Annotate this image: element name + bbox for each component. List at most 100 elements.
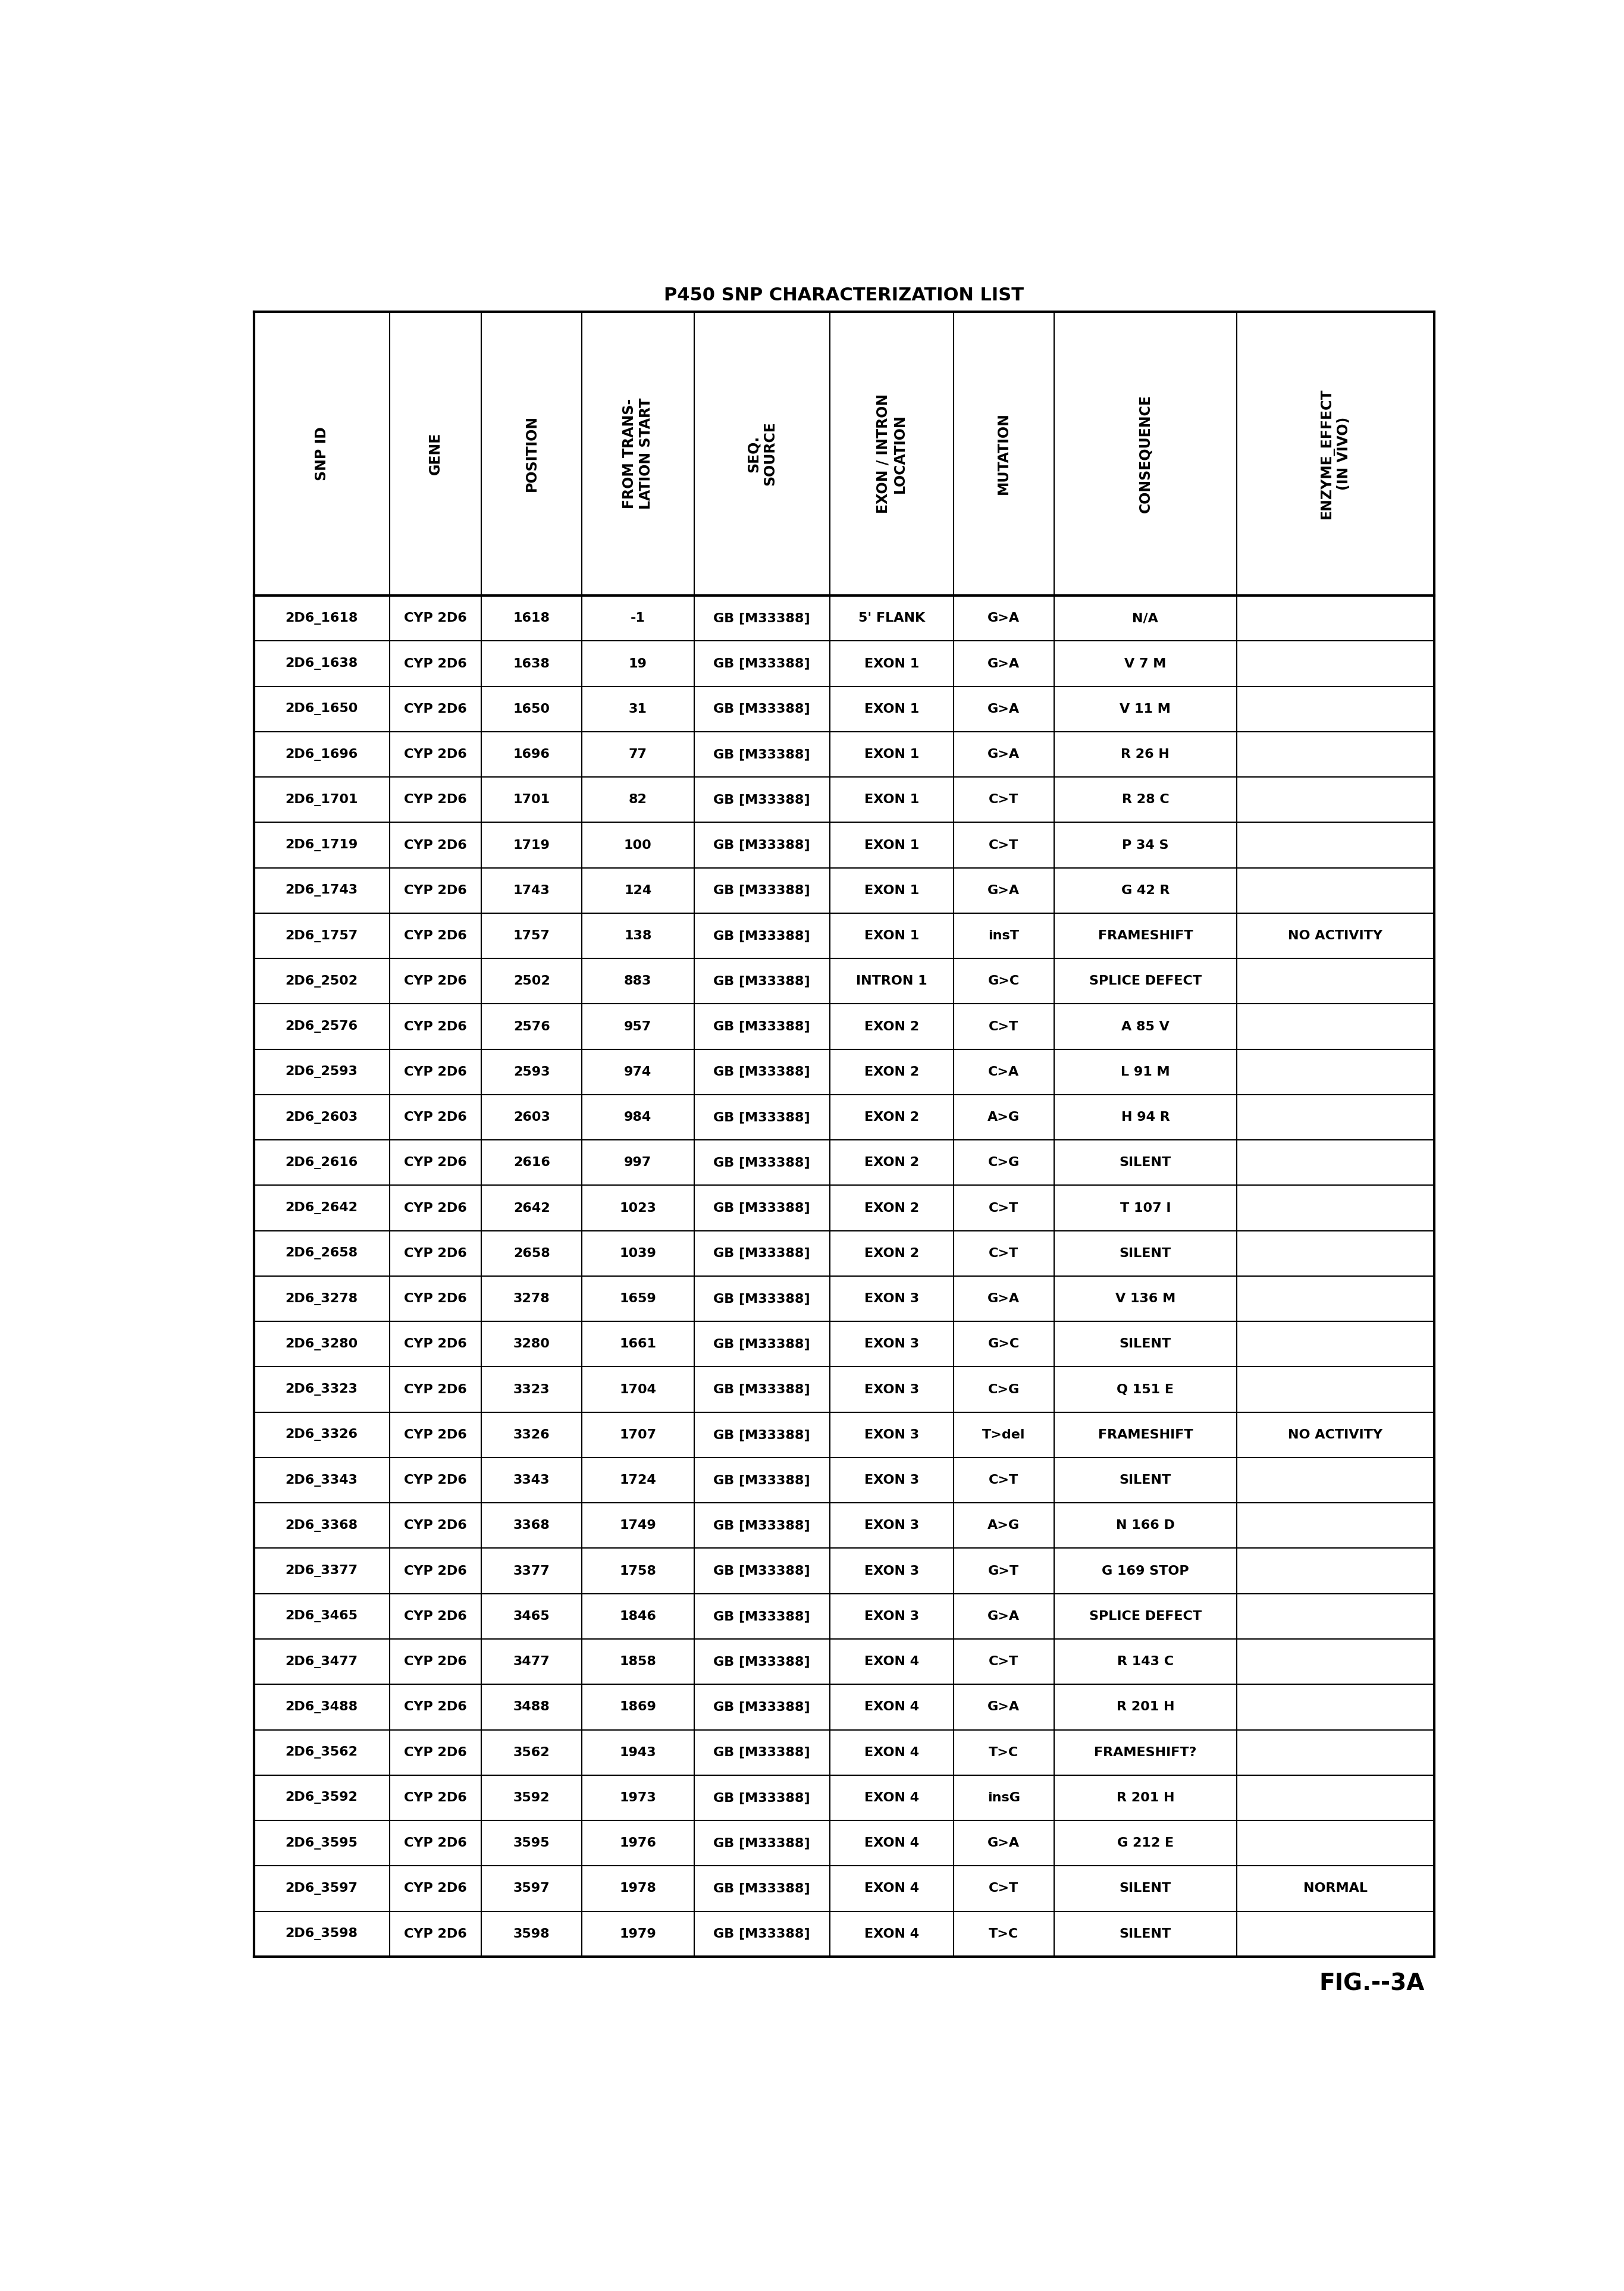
Text: C>T: C>T [989,839,1018,850]
Text: T>del: T>del [983,1430,1025,1441]
Text: EXON 3: EXON 3 [864,1430,919,1441]
Text: G>A: G>A [987,884,1020,896]
Text: EXON 3: EXON 3 [864,1519,919,1530]
Text: ENZYME_EFFECT
(IN VIVO): ENZYME_EFFECT (IN VIVO) [1320,387,1351,518]
Text: 1757: 1757 [513,930,551,942]
Text: G>A: G>A [987,1611,1020,1622]
Text: C>T: C>T [989,1883,1018,1895]
Text: GB [M33388]: GB [M33388] [713,1246,810,1260]
Text: 124: 124 [624,884,651,896]
Text: 2D6_3278: 2D6_3278 [286,1292,357,1306]
Text: 3598: 3598 [513,1929,551,1940]
Text: CYP 2D6: CYP 2D6 [404,1519,468,1530]
Text: R 201 H: R 201 H [1116,1792,1174,1803]
Text: GB [M33388]: GB [M33388] [713,1473,810,1487]
Text: 1846: 1846 [619,1611,656,1622]
Text: EXON 3: EXON 3 [864,1473,919,1487]
Text: 5' FLANK: 5' FLANK [857,612,926,623]
Text: 2593: 2593 [513,1065,551,1077]
Text: 3323: 3323 [513,1384,551,1395]
Text: GB [M33388]: GB [M33388] [713,1883,810,1895]
Text: 1979: 1979 [619,1929,656,1940]
Text: 997: 997 [624,1157,651,1168]
Text: EXON 4: EXON 4 [864,1702,919,1714]
Text: -1: -1 [630,612,645,623]
Text: 957: 957 [624,1019,651,1033]
Text: 1039: 1039 [619,1246,656,1260]
Text: G>C: G>C [987,976,1020,987]
Text: 2D6_3488: 2D6_3488 [286,1700,357,1714]
Text: 3477: 3477 [513,1656,551,1668]
Text: EXON 4: EXON 4 [864,1792,919,1803]
Text: 1943: 1943 [619,1746,656,1757]
Text: EXON 3: EXON 3 [864,1611,919,1622]
Text: SEQ.
SOURCE: SEQ. SOURCE [747,422,778,486]
Text: 1719: 1719 [513,839,551,850]
Text: P 34 S: P 34 S [1122,839,1169,850]
Text: CYP 2D6: CYP 2D6 [404,658,468,669]
Text: C>G: C>G [987,1157,1020,1168]
Text: SILENT: SILENT [1119,1883,1171,1895]
Text: GB [M33388]: GB [M33388] [713,1792,810,1803]
Text: 2D6_3598: 2D6_3598 [286,1927,357,1940]
Text: 138: 138 [624,930,651,942]
Text: 1976: 1976 [619,1837,656,1849]
Text: SPLICE DEFECT: SPLICE DEFECT [1090,976,1202,987]
Text: EXON 1: EXON 1 [864,749,919,761]
Text: 1023: 1023 [619,1203,656,1214]
Text: 974: 974 [624,1065,651,1077]
Text: FRAMESHIFT: FRAMESHIFT [1098,930,1194,942]
Text: 1858: 1858 [619,1656,656,1668]
Text: EXON 3: EXON 3 [864,1338,919,1349]
Text: GB [M33388]: GB [M33388] [713,703,810,715]
Text: T>C: T>C [989,1746,1018,1757]
Text: 2D6_3595: 2D6_3595 [286,1837,357,1849]
Text: EXON 3: EXON 3 [864,1565,919,1576]
Text: GB [M33388]: GB [M33388] [713,1837,810,1849]
Text: GB [M33388]: GB [M33388] [713,658,810,669]
Text: GB [M33388]: GB [M33388] [713,839,810,850]
Text: EXON 2: EXON 2 [864,1157,919,1168]
Text: CYP 2D6: CYP 2D6 [404,1746,468,1757]
Text: G 42 R: G 42 R [1121,884,1169,896]
Text: 1869: 1869 [619,1702,656,1714]
Text: GB [M33388]: GB [M33388] [713,1929,810,1940]
Text: A>G: A>G [987,1111,1020,1123]
Text: 1743: 1743 [513,884,551,896]
Text: 1724: 1724 [619,1473,656,1487]
Text: GB [M33388]: GB [M33388] [713,612,810,623]
Text: EXON 1: EXON 1 [864,703,919,715]
Text: 1749: 1749 [619,1519,656,1530]
Text: T>C: T>C [989,1929,1018,1940]
Text: C>T: C>T [989,1473,1018,1487]
Text: MUTATION: MUTATION [997,412,1010,495]
Text: GB [M33388]: GB [M33388] [713,976,810,987]
Text: CYP 2D6: CYP 2D6 [404,839,468,850]
Text: G>A: G>A [987,1837,1020,1849]
Text: SPLICE DEFECT: SPLICE DEFECT [1090,1611,1202,1622]
Text: CYP 2D6: CYP 2D6 [404,1883,468,1895]
Text: 2D6_2603: 2D6_2603 [286,1111,357,1123]
Text: G>A: G>A [987,612,1020,623]
Text: 3280: 3280 [513,1338,551,1349]
Text: GENE: GENE [429,433,443,474]
Text: 1650: 1650 [513,703,551,715]
Text: EXON 4: EXON 4 [864,1837,919,1849]
Text: EXON 4: EXON 4 [864,1746,919,1757]
Text: V 136 M: V 136 M [1116,1292,1176,1304]
Text: CYP 2D6: CYP 2D6 [404,884,468,896]
Text: EXON / INTRON
LOCATION: EXON / INTRON LOCATION [877,394,908,513]
Text: SILENT: SILENT [1119,1246,1171,1260]
Text: 19: 19 [628,658,646,669]
Text: G>A: G>A [987,1702,1020,1714]
Text: GB [M33388]: GB [M33388] [713,1430,810,1441]
Text: 1704: 1704 [619,1384,656,1395]
Text: G>C: G>C [987,1338,1020,1349]
Text: NO ACTIVITY: NO ACTIVITY [1288,930,1382,942]
Text: 2D6_3477: 2D6_3477 [286,1656,357,1668]
Text: SNP ID: SNP ID [315,426,328,481]
Text: CYP 2D6: CYP 2D6 [404,1246,468,1260]
Text: N 166 D: N 166 D [1116,1519,1174,1530]
Text: G>T: G>T [989,1565,1020,1576]
Text: FIG.--3A: FIG.--3A [1319,1973,1424,1995]
